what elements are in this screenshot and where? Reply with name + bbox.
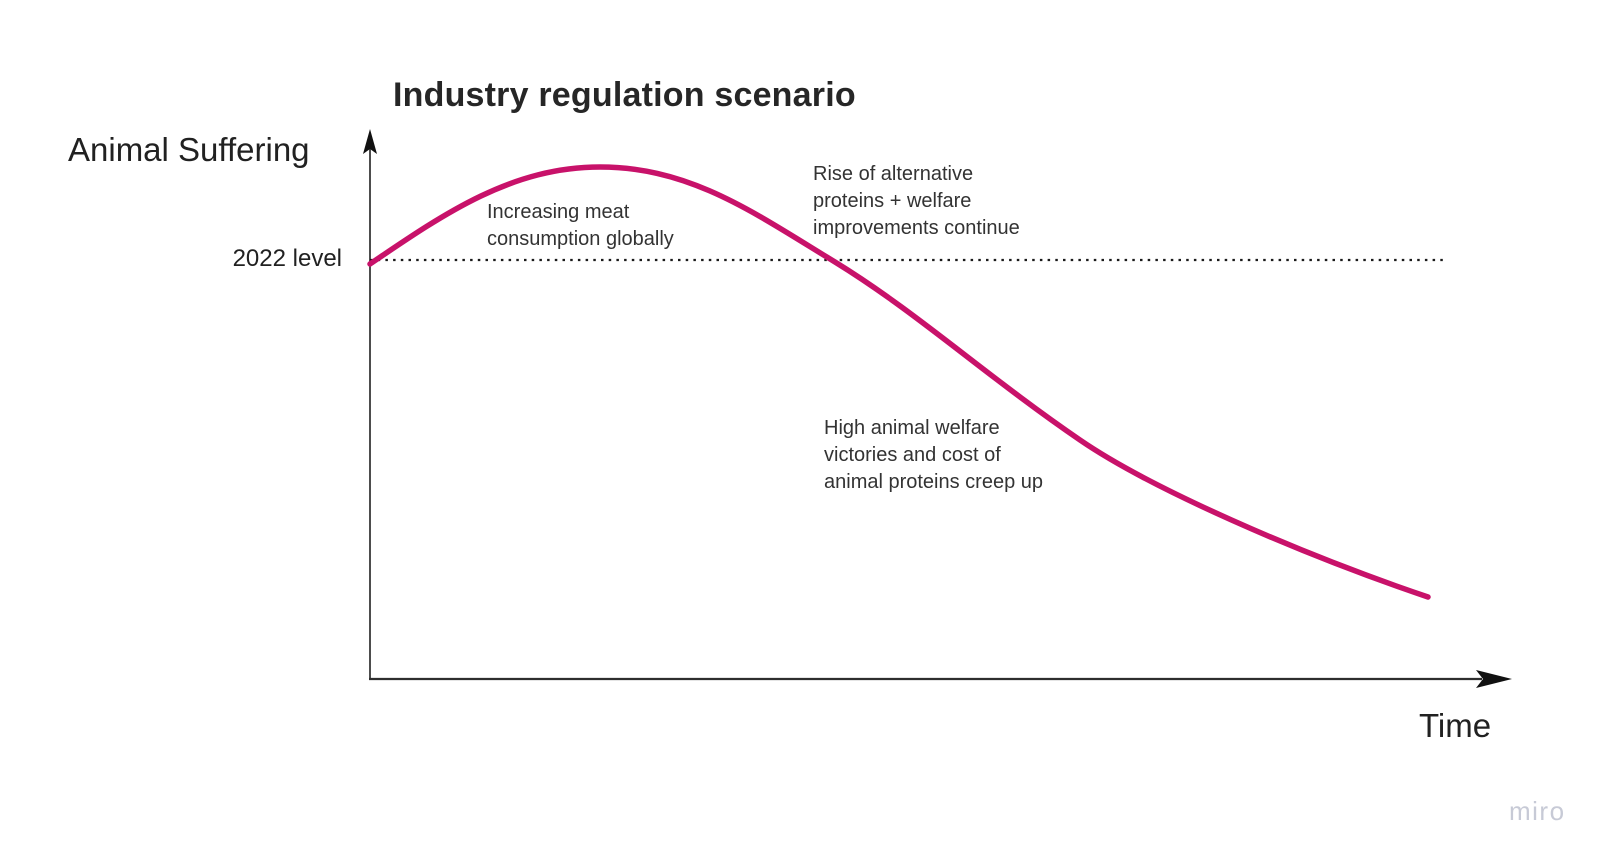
- annotation-increasing-meat: Increasing meat consumption globally: [487, 199, 674, 253]
- annotation-line: proteins + welfare: [813, 190, 972, 212]
- annotation-alternative-proteins: Rise of alternative proteins + welfare i…: [813, 161, 1020, 242]
- miro-logo-watermark[interactable]: miro: [1509, 796, 1566, 826]
- annotation-line: improvements continue: [813, 217, 1020, 239]
- annotation-line: Rise of alternative: [813, 163, 974, 185]
- annotation-line: victories and cost of: [824, 444, 1001, 466]
- scenario-curve: [367, 164, 1431, 600]
- annotation-line: consumption globally: [487, 228, 674, 250]
- y-axis-arrowhead-icon: [363, 129, 377, 154]
- annotation-welfare-victories: High animal welfare victories and cost o…: [824, 415, 1043, 496]
- annotation-line: animal proteins creep up: [824, 471, 1044, 493]
- x-axis-arrowhead-icon: [1476, 670, 1512, 688]
- annotation-line: High animal welfare: [824, 417, 1000, 439]
- annotation-line: Increasing meat: [487, 201, 630, 223]
- reference-level-label: 2022 level: [232, 245, 342, 272]
- x-axis-label: Time: [1419, 707, 1492, 744]
- chart-title: Industry regulation scenario: [393, 76, 856, 114]
- y-axis-label: Animal Suffering: [68, 131, 310, 168]
